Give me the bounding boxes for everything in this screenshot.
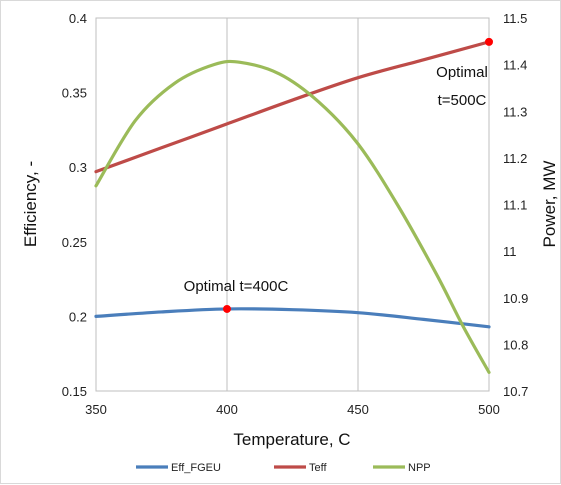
vertical-gridlines xyxy=(95,18,490,391)
y-right-tick-label-4: 11.1 xyxy=(503,198,527,213)
optimal-marker-0 xyxy=(223,304,231,313)
series-line-eff-fgeu xyxy=(94,307,491,329)
y-right-tick-label-5: 11.2 xyxy=(503,151,527,166)
optimal-marker-1 xyxy=(485,37,493,46)
x-tick-label-1: 400 xyxy=(216,402,238,417)
y-right-tick-label-2: 10.9 xyxy=(503,291,528,306)
series-layer xyxy=(94,40,491,374)
y-right-tick-label-3: 11 xyxy=(503,244,517,259)
y-right-tick-label-7: 11.4 xyxy=(503,58,527,73)
y-left-tick-label-5: 0.4 xyxy=(69,11,87,26)
plot-area-border xyxy=(95,17,490,392)
annotation-optimal-500-line2: t=500C xyxy=(438,92,487,109)
y-left-tick-label-0: 0.15 xyxy=(62,384,87,399)
annotation-optimal-400: Optimal t=400C xyxy=(184,278,289,295)
series-line-teff xyxy=(94,40,491,174)
y-left-tick-label-1: 0.2 xyxy=(69,309,87,324)
legend-label-2: NPP xyxy=(408,462,431,474)
x-tick-label-3: 500 xyxy=(478,402,500,417)
markers-layer xyxy=(223,37,493,313)
series-line-npp xyxy=(94,59,491,374)
tick-labels: 350 400 450 500 0.15 0.2 0.25 0.3 0.35 0.4 10.7 10.… xyxy=(62,11,529,417)
legend-label-0: Eff_FGEU xyxy=(171,462,221,474)
annotation-optimal-500-line1: Optimal xyxy=(436,64,488,81)
x-tick-label-2: 450 xyxy=(347,402,369,417)
y-right-tick-label-8: 11.5 xyxy=(503,11,527,26)
legend: Eff_FGEU Teff NPP xyxy=(136,462,431,474)
y-right-tick-label-6: 11.3 xyxy=(503,104,527,119)
y-left-tick-label-3: 0.3 xyxy=(69,160,87,175)
y-left-tick-label-2: 0.25 xyxy=(62,235,87,250)
y-left-axis-title: Efficiency, - xyxy=(21,161,40,247)
x-tick-label-0: 350 xyxy=(85,402,107,417)
legend-label-1: Teff xyxy=(309,462,327,474)
y-right-tick-label-1: 10.8 xyxy=(503,337,528,352)
y-left-tick-label-4: 0.35 xyxy=(62,86,87,101)
y-right-axis-title: Power, MW xyxy=(540,161,559,248)
x-axis-title: Temperature, C xyxy=(233,430,350,449)
y-right-tick-label-0: 10.7 xyxy=(503,384,528,399)
